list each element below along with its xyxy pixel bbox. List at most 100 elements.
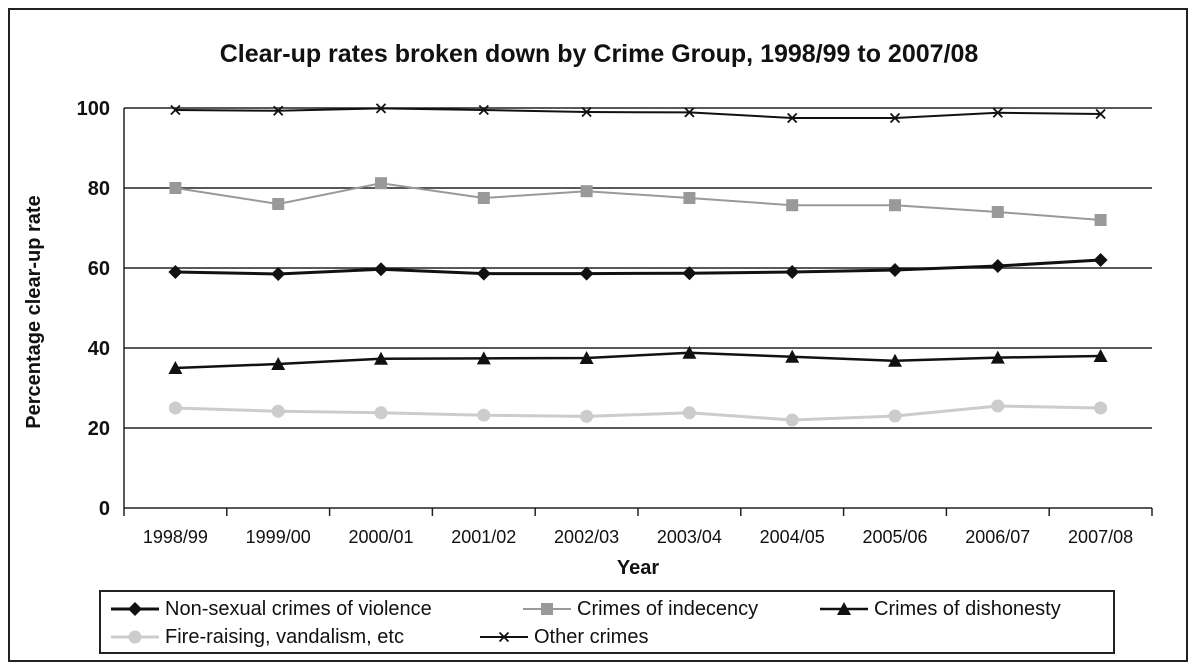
series <box>168 103 1108 427</box>
data-point <box>273 105 284 116</box>
data-point <box>682 345 697 359</box>
legend-item: Non-sexual crimes of violence <box>109 595 432 623</box>
data-point <box>374 262 388 277</box>
series-line <box>175 404 1101 422</box>
x-tick-label: 2000/01 <box>348 527 413 547</box>
legend-marker <box>541 603 553 615</box>
legend-item: Fire-raising, vandalism, etc <box>109 623 404 651</box>
series-4 <box>170 103 1106 124</box>
legend-swatch <box>480 631 528 643</box>
data-point <box>1093 349 1108 362</box>
y-tick-label: 100 <box>77 98 110 120</box>
y-tick-label: 80 <box>88 178 110 200</box>
legend-label: Non-sexual crimes of violence <box>165 597 432 620</box>
data-point <box>169 182 182 194</box>
data-point <box>889 199 901 212</box>
x-tick-label: 2007/08 <box>1068 527 1133 547</box>
data-point <box>889 112 901 124</box>
data-point <box>476 351 491 365</box>
legend-label: Fire-raising, vandalism, etc <box>165 625 404 648</box>
legend-swatch <box>523 603 571 615</box>
data-point <box>992 107 1003 118</box>
data-point <box>991 206 1004 218</box>
data-point <box>477 408 491 422</box>
chart-title: Clear-up rates broken down by Crime Grou… <box>219 40 979 68</box>
data-point <box>168 265 183 279</box>
data-point <box>374 351 388 365</box>
data-point <box>170 104 181 116</box>
x-tick-label: 2001/02 <box>451 527 516 547</box>
data-point <box>272 198 285 210</box>
data-point <box>990 259 1005 273</box>
data-point <box>478 104 489 116</box>
y-axis-title: Percentage clear-up rate <box>23 195 45 428</box>
data-point <box>476 266 491 281</box>
chart-frame <box>8 8 1188 662</box>
data-point <box>1094 401 1108 415</box>
y-tick-label: 0 <box>99 498 110 520</box>
series-0 <box>168 253 1108 281</box>
data-point <box>787 112 798 124</box>
y-tick-label: 20 <box>88 418 110 440</box>
data-point <box>683 192 696 204</box>
data-point <box>271 357 286 370</box>
x-axis-title: Year <box>617 557 659 579</box>
x-tick-label: 2003/04 <box>657 527 722 547</box>
x-tick-label: 2002/03 <box>554 527 619 547</box>
data-point <box>375 177 387 190</box>
data-point <box>271 404 285 418</box>
data-point <box>990 350 1005 364</box>
series-2 <box>168 345 1108 374</box>
series-1 <box>169 177 1107 226</box>
data-point <box>991 399 1005 413</box>
data-point <box>1093 253 1108 267</box>
data-point <box>785 349 800 363</box>
data-point <box>888 409 902 423</box>
series-line <box>175 351 1101 370</box>
data-point <box>581 106 592 118</box>
legend-label: Crimes of indecency <box>577 597 759 620</box>
y-tick-label: 60 <box>88 258 110 280</box>
data-point <box>168 361 183 374</box>
data-point <box>682 406 696 420</box>
data-point <box>888 263 902 277</box>
data-point <box>786 199 799 212</box>
data-point <box>580 409 594 423</box>
data-point <box>682 266 697 281</box>
data-point <box>888 353 902 367</box>
legend: Non-sexual crimes of violence Crimes of i… <box>99 590 1115 654</box>
legend-item: Crimes of indecency <box>521 595 758 623</box>
legend-marker <box>498 631 510 643</box>
data-point <box>580 185 593 198</box>
series-3 <box>168 399 1108 427</box>
y-tick-label: 40 <box>88 338 110 360</box>
data-point <box>168 401 182 415</box>
series-line <box>175 107 1101 119</box>
x-tick-label: 1999/00 <box>246 527 311 547</box>
data-point <box>271 267 286 281</box>
data-point <box>684 107 695 118</box>
data-point <box>375 103 387 114</box>
legend-swatch <box>111 602 159 616</box>
legend-label: Other crimes <box>534 625 649 648</box>
legend-swatch <box>820 602 868 615</box>
data-point <box>785 413 799 427</box>
series-line <box>175 258 1101 276</box>
x-tick-label: 2004/05 <box>760 527 825 547</box>
x-tick-label: 2006/07 <box>965 527 1030 547</box>
data-point <box>579 266 594 281</box>
legend-swatch <box>111 630 159 644</box>
data-point <box>579 351 594 364</box>
legend-marker <box>128 602 142 616</box>
data-point <box>1094 214 1107 226</box>
data-point <box>374 406 388 420</box>
data-point <box>477 192 490 204</box>
legend-item: Other crimes <box>478 623 648 651</box>
x-tick-label: 1998/99 <box>143 527 208 547</box>
legend-label: Crimes of dishonesty <box>874 597 1061 620</box>
x-tick-label: 2005/06 <box>862 527 927 547</box>
series-line <box>175 182 1101 221</box>
legend-marker <box>128 630 142 644</box>
data-point <box>785 265 800 279</box>
